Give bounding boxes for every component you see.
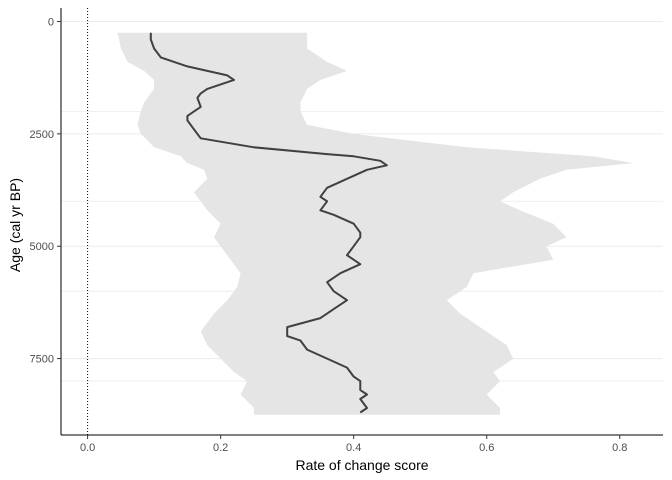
rate-line-layer xyxy=(149,32,388,414)
y-axis-title: Age (cal yr BP) xyxy=(7,178,23,272)
confidence-band-layer xyxy=(117,32,634,415)
rate-of-change-line xyxy=(149,32,388,414)
x-tick-label-0: 0.0 xyxy=(80,442,95,454)
tick-labels: 0.0 0.2 0.4 0.6 0.8 0 2500 5000 7500 xyxy=(30,16,628,454)
x-tick-label-2: 0.4 xyxy=(346,442,361,454)
y-tick-label-2: 5000 xyxy=(30,241,54,253)
x-axis-title: Rate of change score xyxy=(295,457,428,473)
x-tick-label-3: 0.6 xyxy=(479,442,494,454)
x-tick-label-1: 0.2 xyxy=(213,442,228,454)
y-tick-label-0: 0 xyxy=(48,16,54,28)
y-tick-label-3: 7500 xyxy=(30,354,54,366)
x-tick-label-4: 0.8 xyxy=(612,442,627,454)
confidence-band xyxy=(117,32,634,415)
axes xyxy=(57,8,663,439)
y-tick-label-1: 2500 xyxy=(30,129,54,141)
